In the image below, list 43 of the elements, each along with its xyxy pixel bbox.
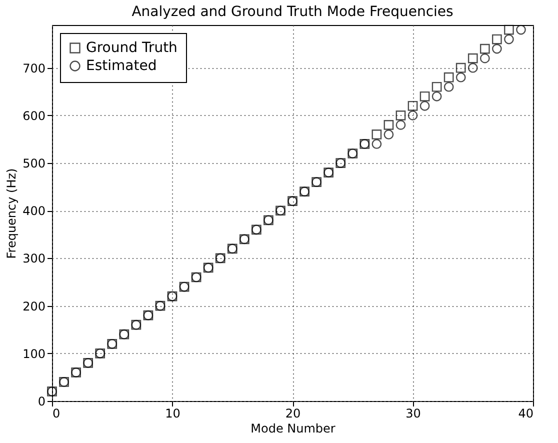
point [480,53,490,64]
point [372,139,382,149]
point [444,72,454,82]
y-tick-label: 300 [22,252,46,266]
point [396,120,406,130]
x-tick-label: 40 [518,406,534,420]
point [492,34,502,44]
y-tick-label: 200 [22,299,46,314]
point [372,130,382,140]
y-tick-label: 500 [22,156,46,171]
point [468,62,478,73]
x-tick-label: 10 [165,406,180,420]
y-tick-label: 700 [22,61,46,76]
point [516,24,526,35]
y-axis-title: Frequency (Hz) [4,168,19,259]
y-tick-label: 600 [22,108,46,123]
y-tick-label: 0 [38,394,46,408]
point [420,91,430,102]
point [432,91,442,102]
x-tick-label: 30 [406,406,421,420]
point [468,53,478,64]
legend-label: Ground Truth [86,40,178,56]
point [396,110,406,120]
chart-title: Analyzed and Ground Truth Mode Frequencies [132,4,454,20]
y-tick-label: 100 [22,346,46,361]
point [420,100,430,111]
x-axis-title: Mode Number [250,422,336,436]
legend-label: Estimated [86,58,157,74]
x-tick-label: 0 [52,406,60,420]
point [384,130,394,140]
point [432,82,442,92]
point [456,72,466,82]
point [504,24,514,35]
point [480,44,490,54]
point [408,110,418,120]
x-tick-label: 20 [285,406,301,420]
y-tick-label: 400 [22,204,46,218]
point [444,82,454,92]
point [504,34,514,44]
point [408,100,418,111]
point [456,62,466,73]
point [384,120,394,130]
point [492,44,502,54]
